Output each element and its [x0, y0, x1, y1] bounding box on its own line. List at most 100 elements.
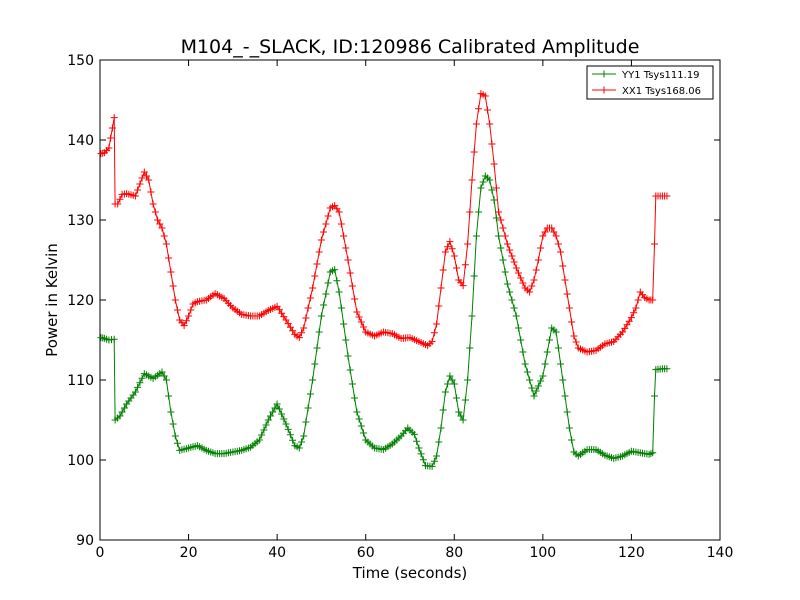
data-point-marker [322, 220, 330, 228]
data-point-marker [267, 412, 274, 420]
data-point-marker [530, 276, 538, 284]
data-point-marker [508, 252, 516, 260]
data-point-marker [506, 288, 514, 296]
data-point-marker [459, 416, 467, 424]
data-point-marker [116, 195, 124, 203]
data-point-marker [441, 388, 449, 396]
data-point-marker [475, 208, 483, 216]
data-point-marker [439, 406, 447, 414]
data-point-marker [260, 426, 268, 434]
data-point-marker [136, 180, 144, 188]
data-point-marker [300, 324, 308, 332]
y-tick-label: 130 [67, 213, 94, 229]
data-point-marker [565, 424, 573, 432]
data-point-marker [472, 232, 480, 240]
data-point-marker [495, 232, 503, 240]
data-point-marker [333, 277, 341, 285]
y-tick-label: 90 [76, 533, 94, 549]
data-point-marker [357, 318, 365, 326]
data-point-marker [357, 422, 365, 430]
data-point-marker [561, 392, 569, 400]
data-point-marker [315, 248, 323, 256]
data-point-marker [167, 408, 175, 416]
data-point-marker [337, 304, 345, 312]
data-point-marker [534, 256, 542, 264]
data-point-marker [561, 276, 569, 284]
y-tick-label: 110 [67, 373, 94, 389]
legend-entry-xx1: XX1 Tsys168.06 [592, 86, 701, 97]
data-point-marker [158, 368, 166, 376]
data-point-marker [344, 256, 352, 264]
data-point-marker [187, 306, 195, 314]
data-point-marker [497, 216, 505, 224]
data-point-marker [105, 144, 113, 152]
data-point-marker [317, 312, 325, 320]
y-tick-label: 120 [67, 293, 94, 309]
data-point-marker [515, 324, 522, 332]
data-point-marker [627, 314, 635, 322]
data-point-marker [625, 317, 633, 325]
data-point-marker [515, 269, 522, 277]
data-point-marker [466, 208, 474, 216]
data-point-marker [322, 290, 330, 298]
data-point-marker [289, 436, 297, 444]
data-point-marker [324, 212, 332, 220]
data-point-marker [360, 429, 367, 437]
data-point-marker [351, 295, 359, 303]
data-point-marker [134, 186, 142, 194]
data-point-marker [570, 332, 578, 340]
data-point-marker [340, 232, 348, 240]
data-point-marker [548, 224, 556, 232]
data-point-marker [565, 304, 573, 312]
data-point-marker [118, 408, 126, 416]
data-point-marker [619, 328, 627, 336]
data-point-marker [174, 439, 181, 447]
data-point-marker [149, 200, 157, 208]
data-point-marker [433, 320, 441, 328]
data-point-marker [466, 344, 474, 352]
data-point-marker [295, 444, 303, 452]
data-point-marker [534, 382, 542, 390]
x-tick-label: 40 [268, 545, 286, 561]
data-point-marker [521, 360, 529, 368]
data-point-marker [461, 396, 469, 404]
data-point-marker [258, 431, 266, 439]
data-point-marker [495, 208, 503, 216]
data-point-marker [419, 456, 427, 464]
data-point-marker [479, 178, 487, 186]
data-point-marker [539, 232, 547, 240]
data-point-marker [284, 425, 292, 433]
data-point-marker [298, 329, 305, 337]
data-point-marker [510, 304, 518, 312]
data-point-marker [530, 392, 538, 400]
y-tick-label: 140 [67, 133, 94, 149]
data-point-marker [167, 268, 175, 276]
data-point-marker [116, 412, 124, 420]
data-point-marker [174, 306, 181, 314]
data-point-marker [550, 228, 558, 236]
data-point-marker [450, 380, 458, 388]
data-point-marker [313, 260, 321, 268]
data-point-marker [154, 216, 162, 224]
x-tick-label: 20 [180, 545, 198, 561]
data-point-marker [539, 372, 547, 380]
data-point-marker [171, 296, 179, 304]
data-point-marker [337, 220, 345, 228]
data-point-marker [634, 296, 642, 304]
data-point-marker [492, 214, 500, 222]
data-point-marker [568, 318, 576, 326]
data-point-marker [335, 288, 343, 296]
data-point-marker [532, 387, 540, 395]
data-point-marker [563, 290, 571, 298]
data-point-marker [317, 236, 325, 244]
data-point-marker [501, 268, 509, 276]
data-point-marker [413, 437, 421, 445]
data-point-marker [492, 184, 500, 192]
data-point-marker [554, 240, 562, 248]
data-point-marker [528, 384, 536, 392]
data-point-marker [300, 432, 308, 440]
data-point-marker [557, 248, 565, 256]
data-point-marker [344, 352, 352, 360]
data-point-marker [182, 317, 190, 325]
